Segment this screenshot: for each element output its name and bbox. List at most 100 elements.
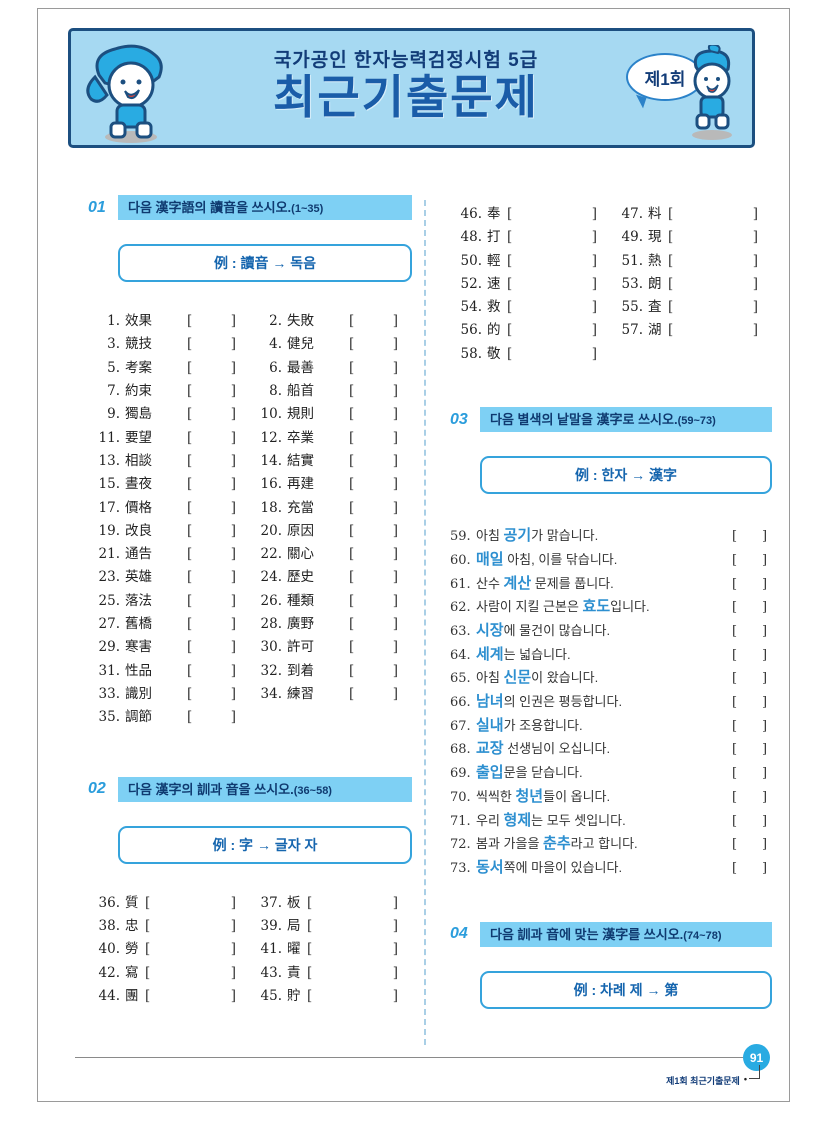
bracket-close: ] — [762, 600, 768, 616]
question-list-2-right: 46. 奉 [ ] 47. 料 [ ] 48. 打 [ — [450, 203, 772, 365]
mascot-left-icon — [81, 37, 181, 150]
sentence-keyword: 남녀 — [476, 693, 504, 711]
bracket-close: ] — [230, 546, 236, 563]
bracket-close: ] — [591, 345, 597, 362]
item-hanja: 査 — [648, 299, 662, 316]
bracket-close: ] — [392, 452, 398, 469]
item-number: 17. — [98, 499, 120, 516]
question-item: 34. 練習 [ ] — [250, 683, 412, 705]
item-hanja: 失敗 — [287, 313, 314, 330]
bracket-close: ] — [762, 860, 768, 876]
sentence-pre: 아침 — [476, 670, 504, 686]
item-number: 21. — [98, 546, 120, 563]
sentence: 시장에 물건이 많습니다. — [476, 619, 732, 642]
bracket-open: [ — [349, 383, 355, 400]
sentence-item: 71. 우리 형제는 모두 셋입니다. [ ] — [450, 809, 772, 833]
item-hanja: 湖 — [648, 322, 662, 339]
bracket-open: [ — [307, 894, 313, 911]
question-item: 55. 査 [ ] — [611, 296, 772, 318]
item-number: 19. — [98, 522, 120, 539]
question-item: 52. 速 [ ] — [450, 273, 611, 295]
item-hanja: 健兒 — [287, 336, 314, 353]
prompt-text: 다음 별색의 낱말을 漢字로 쓰시오. — [490, 412, 678, 428]
sentence: 동서쪽에 마을이 있습니다. — [476, 856, 732, 879]
bracket-close: ] — [230, 592, 236, 609]
bracket-close: ] — [591, 275, 597, 292]
bracket-close: ] — [762, 813, 768, 829]
question-item: 31. 性品 [ ] — [88, 660, 250, 682]
item-hanja: 約束 — [125, 383, 152, 400]
item-hanja: 速 — [487, 275, 501, 292]
sentence: 남녀의 인권은 평등합니다. — [476, 690, 732, 713]
item-hanja: 效果 — [125, 313, 152, 330]
bracket-close: ] — [230, 336, 236, 353]
banner-text-block: 국가공인 한자능력검정시험 5급 최근기출문제 — [191, 39, 621, 123]
bracket-close: ] — [392, 522, 398, 539]
item-hanja: 團 — [125, 987, 139, 1004]
page-border — [37, 8, 790, 1102]
item-number: 27. — [98, 616, 120, 633]
sentence-item: 67. 실내가 조용합니다. [ ] — [450, 714, 772, 738]
bracket-close: ] — [230, 894, 236, 911]
item-hanja: 救 — [487, 299, 501, 316]
bracket-open: [ — [187, 709, 193, 726]
item-number: 24. — [260, 569, 282, 586]
item-number: 15. — [98, 476, 120, 493]
sentence-item: 66. 남녀의 인권은 평등합니다. [ ] — [450, 690, 772, 714]
item-number: 3. — [107, 336, 120, 353]
bracket-close: ] — [392, 987, 398, 1004]
item-number: 4. — [269, 336, 282, 353]
bracket-open: [ — [187, 406, 193, 423]
bracket-close: ] — [591, 252, 597, 269]
item-number: 5. — [107, 359, 120, 376]
item-hanja: 船首 — [287, 383, 314, 400]
question-item: 12. 卒業 [ ] — [250, 427, 412, 449]
bracket-open: [ — [187, 639, 193, 656]
page-number-badge: 91 — [743, 1044, 770, 1071]
item-number: 9. — [107, 406, 120, 423]
sentence-post: 가 맑습니다. — [531, 528, 599, 544]
item-number: 60. — [450, 552, 471, 568]
sentence-item: 60. 매일 아침, 이를 닦습니다. [ ] — [450, 548, 772, 572]
bracket-open: [ — [187, 592, 193, 609]
bracket-close: ] — [762, 624, 768, 640]
bracket-open: [ — [507, 322, 513, 339]
item-number: 58. — [460, 345, 482, 362]
bracket-close: ] — [230, 685, 236, 702]
question-item: 44. 團 [ ] — [88, 985, 250, 1007]
sentence: 봄과 가을을 춘추라고 합니다. — [476, 832, 732, 855]
bracket-close: ] — [762, 671, 768, 687]
sentence-item: 73. 동서쪽에 마을이 있습니다. [ ] — [450, 856, 772, 880]
section-02-header: 02 다음 漢字의 訓과 音을 쓰시오.(36~58) — [88, 776, 412, 802]
bracket-open: [ — [507, 345, 513, 362]
bracket-open: [ — [187, 569, 193, 586]
sentence-post: 들이 옵니다. — [543, 788, 611, 804]
item-number: 44. — [98, 987, 120, 1004]
bracket-open: [ — [507, 206, 513, 222]
item-hanja: 落法 — [125, 592, 152, 609]
bracket-open: [ — [732, 600, 738, 616]
item-number: 51. — [621, 252, 643, 269]
connector-line — [749, 1065, 760, 1079]
item-hanja: 板 — [287, 894, 301, 911]
prompt-bar: 다음 訓과 音에 맞는 漢字를 쓰시오.(74~78) — [480, 921, 772, 947]
item-number: 63. — [450, 624, 471, 640]
bracket-close: ] — [392, 616, 398, 633]
question-item: 37. 板 [ ] — [250, 892, 412, 914]
question-item: 36. 質 [ ] — [88, 892, 250, 914]
bracket-close: ] — [752, 206, 758, 222]
question-item: 17. 價格 [ ] — [88, 497, 250, 519]
sentence-keyword: 공기 — [503, 527, 532, 545]
prompt-range: (1~35) — [291, 203, 324, 215]
item-hanja: 充當 — [287, 499, 314, 516]
item-number: 20. — [260, 522, 282, 539]
item-number: 33. — [98, 685, 120, 702]
item-number: 2. — [269, 313, 282, 330]
bracket-close: ] — [392, 546, 398, 563]
bracket-open: [ — [732, 789, 738, 805]
bracket-close: ] — [230, 429, 236, 446]
item-number: 36. — [98, 894, 120, 911]
question-item: 16. 再建 [ ] — [250, 473, 412, 495]
bracket-close: ] — [230, 941, 236, 958]
item-hanja: 歷史 — [287, 569, 314, 586]
